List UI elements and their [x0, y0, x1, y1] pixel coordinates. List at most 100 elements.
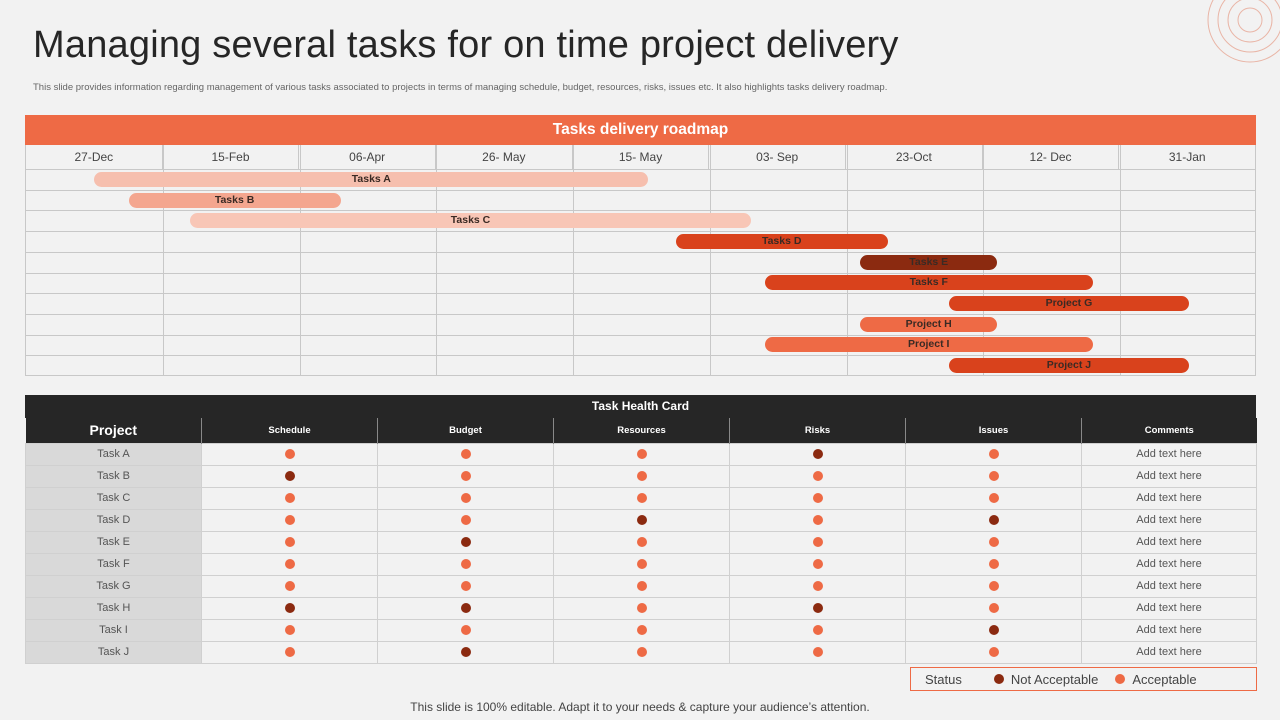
comment-cell: Add text here — [1081, 596, 1257, 620]
project-cell: Task C — [25, 486, 202, 510]
project-cell: Task J — [25, 640, 202, 664]
acceptable-dot-icon — [460, 515, 471, 526]
roadmap-date: 27-Dec — [26, 145, 163, 169]
acceptable-dot-icon — [284, 559, 295, 570]
acceptable-dot-icon — [284, 537, 295, 548]
not-acceptable-dot-icon — [636, 515, 647, 526]
roadmap-date: 15- May — [573, 145, 710, 169]
acceptable-dot-icon — [812, 625, 823, 636]
roadmap-task-bar: Tasks A — [94, 171, 649, 187]
status-cell — [377, 618, 554, 642]
page-subtitle: This slide provides information regardin… — [33, 82, 888, 93]
not-acceptable-dot-icon — [988, 625, 999, 636]
project-cell: Task B — [25, 464, 202, 488]
roadmap-task-bar: Project J — [949, 358, 1189, 374]
status-cell — [201, 442, 378, 466]
acceptable-dot-icon — [988, 647, 999, 658]
roadmap-task-bar: Tasks E — [860, 254, 998, 270]
acceptable-dot-icon — [1115, 674, 1126, 684]
project-cell: Task D — [25, 508, 202, 532]
footer-note: This slide is 100% editable. Adapt it to… — [410, 700, 870, 714]
roadmap-grid-line — [573, 145, 575, 375]
acceptable-dot-icon — [460, 449, 471, 460]
status-cell — [905, 574, 1082, 598]
project-cell: Task A — [25, 442, 202, 466]
table-row: Task G Add text here — [25, 574, 1257, 598]
status-cell — [905, 508, 1082, 532]
status-legend: Status Not Acceptable Acceptable — [910, 667, 1257, 691]
roadmap-date: 26- May — [436, 145, 573, 169]
status-cell — [553, 530, 730, 554]
roadmap-grid-line — [26, 334, 1255, 336]
acceptable-dot-icon — [988, 603, 999, 614]
status-cell — [905, 618, 1082, 642]
legend-not-acceptable: Not Acceptable — [993, 672, 1098, 687]
status-cell — [553, 442, 730, 466]
roadmap-task-bar: Tasks D — [675, 233, 888, 249]
status-cell — [553, 508, 730, 532]
status-cell — [729, 574, 906, 598]
acceptable-dot-icon — [812, 581, 823, 592]
not-acceptable-dot-icon — [812, 603, 823, 614]
status-cell — [553, 640, 730, 664]
acceptable-dot-icon — [636, 471, 647, 482]
status-cell — [553, 596, 730, 620]
roadmap-grid: 27-Dec 15-Feb 06-Apr 26- May 15- May 03- Sep 2… — [25, 145, 1256, 376]
status-cell — [729, 442, 906, 466]
health-card-body: Task A Add text here Task B Add text here Ta… — [25, 442, 1257, 664]
project-cell: Task G — [25, 574, 202, 598]
not-acceptable-dot-icon — [460, 537, 471, 548]
status-cell — [553, 464, 730, 488]
roadmap-date-row: 27-Dec 15-Feb 06-Apr 26- May 15- May 03- Sep 2… — [26, 145, 1255, 169]
column-header: Comments — [1081, 418, 1257, 443]
acceptable-dot-icon — [284, 625, 295, 636]
roadmap-grid-line — [26, 210, 1255, 212]
comment-cell: Add text here — [1081, 508, 1257, 532]
roadmap-date: 12- Dec — [983, 145, 1120, 169]
roadmap-date: 15-Feb — [163, 145, 300, 169]
roadmap-task-bar: Tasks F — [764, 275, 1093, 291]
status-cell — [729, 596, 906, 620]
status-cell — [729, 486, 906, 510]
roadmap-task-bar: Tasks C — [190, 213, 751, 229]
roadmap-grid-line — [1120, 145, 1122, 375]
status-cell — [201, 486, 378, 510]
not-acceptable-dot-icon — [993, 674, 1004, 684]
status-cell — [377, 464, 554, 488]
status-cell — [553, 618, 730, 642]
acceptable-dot-icon — [284, 493, 295, 504]
status-cell — [729, 640, 906, 664]
roadmap-date: 23-Oct — [846, 145, 983, 169]
column-header: Project — [25, 418, 202, 443]
legend-acceptable: Acceptable — [1115, 672, 1197, 687]
roadmap-grid-line — [26, 251, 1255, 253]
status-cell — [201, 552, 378, 576]
column-header: Schedule — [201, 418, 378, 443]
acceptable-dot-icon — [460, 581, 471, 592]
project-cell: Task F — [25, 552, 202, 576]
comment-cell: Add text here — [1081, 640, 1257, 664]
acceptable-dot-icon — [636, 603, 647, 614]
table-row: Task B Add text here — [25, 464, 1257, 488]
status-cell — [201, 530, 378, 554]
acceptable-dot-icon — [460, 471, 471, 482]
status-cell — [553, 574, 730, 598]
status-cell — [729, 508, 906, 532]
roadmap-date: 06-Apr — [299, 145, 437, 169]
status-cell — [377, 596, 554, 620]
acceptable-dot-icon — [460, 493, 471, 504]
roadmap-grid-line — [26, 293, 1255, 295]
table-row: Task C Add text here — [25, 486, 1257, 510]
table-row: Task H Add text here — [25, 596, 1257, 620]
status-cell — [905, 530, 1082, 554]
acceptable-dot-icon — [988, 493, 999, 504]
health-card-title: Task Health Card — [25, 395, 1256, 418]
acceptable-dot-icon — [284, 581, 295, 592]
acceptable-dot-icon — [460, 625, 471, 636]
acceptable-dot-icon — [812, 537, 823, 548]
comment-cell: Add text here — [1081, 464, 1257, 488]
status-cell — [201, 508, 378, 532]
roadmap-task-bar: Project G — [949, 296, 1189, 312]
acceptable-dot-icon — [460, 559, 471, 570]
health-card-header-row: Project Schedule Budget Resources Risks Issue… — [25, 418, 1257, 443]
